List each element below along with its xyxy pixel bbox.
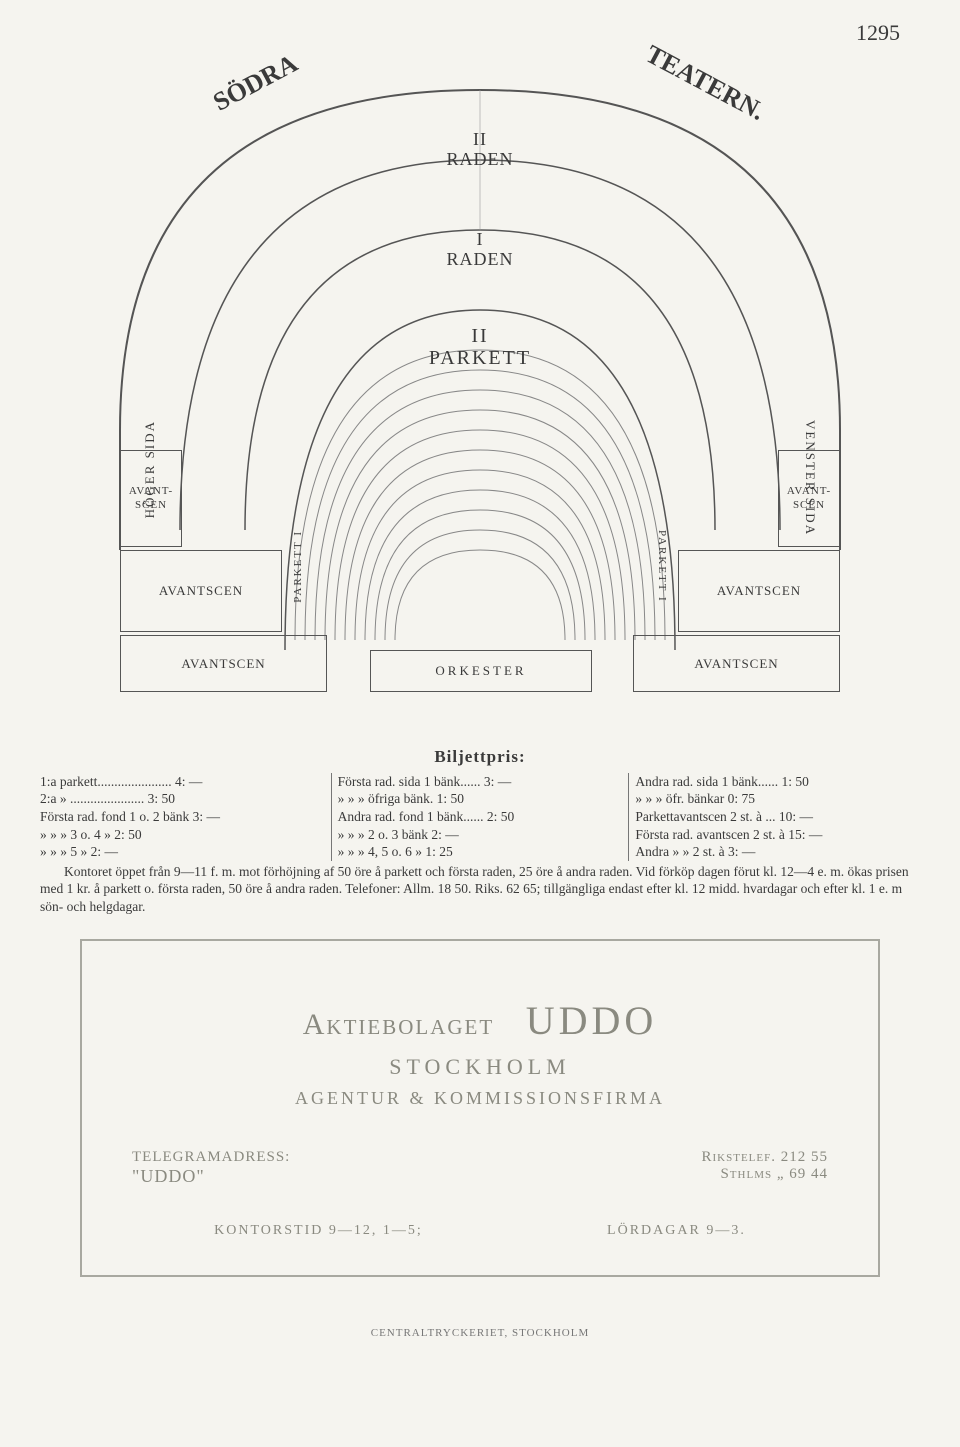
ad-hours-weekdays: KONTORSTID 9—12, 1—5; bbox=[214, 1223, 423, 1239]
box-avantscen-left-upper: AVANTSCEN bbox=[120, 550, 282, 632]
box-orkester: ORKESTER bbox=[370, 650, 592, 692]
ad-city: STOCKHOLM bbox=[122, 1054, 838, 1080]
ad-sthlm-value: 69 44 bbox=[789, 1166, 828, 1182]
ad-telegram-value: "UDDO" bbox=[132, 1166, 290, 1187]
box-avantscen-right-lower: AVANTSCEN bbox=[633, 635, 840, 692]
label-parkett-i-right: PARKETT I bbox=[656, 530, 668, 603]
price-line: » » » 4, 5 o. 6 » 1: 25 bbox=[338, 843, 623, 861]
ad-riks-value: 212 55 bbox=[781, 1149, 828, 1165]
ad-phones: Rikstelef. 212 55 Sthlms „ 69 44 bbox=[702, 1149, 828, 1187]
box-avantscen-right-upper: AVANTSCEN bbox=[678, 550, 840, 632]
ad-company: Aktiebolaget UDDO bbox=[122, 997, 838, 1044]
price-line: Parkettavantscen 2 st. à ... 10: — bbox=[635, 808, 920, 826]
pricing-heading: Biljettpris: bbox=[40, 746, 920, 769]
label-raden-ii: II RADEN bbox=[447, 130, 514, 170]
price-line: Andra rad. fond 1 bänk...... 2: 50 bbox=[338, 808, 623, 826]
ad-hours-saturday: LÖRDAGAR 9—3. bbox=[607, 1223, 746, 1239]
seating-plan: SÖDRA TEATERN. bbox=[80, 50, 880, 740]
ad-company-name: UDDO bbox=[526, 998, 658, 1043]
ad-sthlm-label: Sthlms „ bbox=[720, 1166, 784, 1182]
box-avant-scen-left: AVANT- SCEN bbox=[120, 450, 182, 547]
box-avant-scen-right: AVANT- SCEN bbox=[778, 450, 840, 547]
price-line: » » » 3 o. 4 » 2: 50 bbox=[40, 826, 325, 844]
price-line: Andra rad. sida 1 bänk...... 1: 50 bbox=[635, 773, 920, 791]
price-line: 1:a parkett...................... 4: — bbox=[40, 773, 325, 791]
price-line: » » » 2 o. 3 bänk 2: — bbox=[338, 826, 623, 844]
price-line: Första rad. sida 1 bänk...... 3: — bbox=[338, 773, 623, 791]
ad-company-prefix: Aktiebolaget bbox=[303, 1008, 494, 1041]
box-avantscen-left-lower: AVANTSCEN bbox=[120, 635, 327, 692]
price-line: 2:a » ...................... 3: 50 bbox=[40, 790, 325, 808]
ad-telegram: TELEGRAMADRESS: "UDDO" bbox=[132, 1149, 290, 1187]
pricing-col-1: 1:a parkett...................... 4: — 2… bbox=[40, 773, 325, 861]
price-line: Första rad. avantscen 2 st. à 15: — bbox=[635, 826, 920, 844]
price-line: Andra » » 2 st. à 3: — bbox=[635, 843, 920, 861]
price-line: » » » öfriga bänk. 1: 50 bbox=[338, 790, 623, 808]
pricing-section: Biljettpris: 1:a parkett................… bbox=[40, 746, 920, 915]
pricing-col-2: Första rad. sida 1 bänk...... 3: — » » »… bbox=[331, 773, 630, 861]
pricing-note: Kontoret öppet från 9—11 f. m. mot förhö… bbox=[40, 863, 920, 916]
printer-credit: CENTRALTRYCKERIET, STOCKHOLM bbox=[40, 1327, 920, 1339]
ad-riks-label: Rikstelef. bbox=[702, 1149, 776, 1165]
label-parkett-i-left: PARKETT I bbox=[292, 530, 304, 603]
label-raden-i: I RADEN bbox=[447, 230, 514, 270]
price-line: Första rad. fond 1 o. 2 bänk 3: — bbox=[40, 808, 325, 826]
price-line: » » » öfr. bänkar 0: 75 bbox=[635, 790, 920, 808]
advertisement: Aktiebolaget UDDO STOCKHOLM AGENTUR & KO… bbox=[80, 939, 880, 1277]
ad-description: AGENTUR & KOMMISSIONSFIRMA bbox=[122, 1088, 838, 1109]
page-number: 1295 bbox=[40, 20, 920, 46]
price-line: » » » 5 » 2: — bbox=[40, 843, 325, 861]
ad-telegram-label: TELEGRAMADRESS: bbox=[132, 1149, 290, 1166]
pricing-col-3: Andra rad. sida 1 bänk...... 1: 50 » » »… bbox=[635, 773, 920, 861]
label-parkett-ii: II PARKETT bbox=[429, 325, 531, 369]
